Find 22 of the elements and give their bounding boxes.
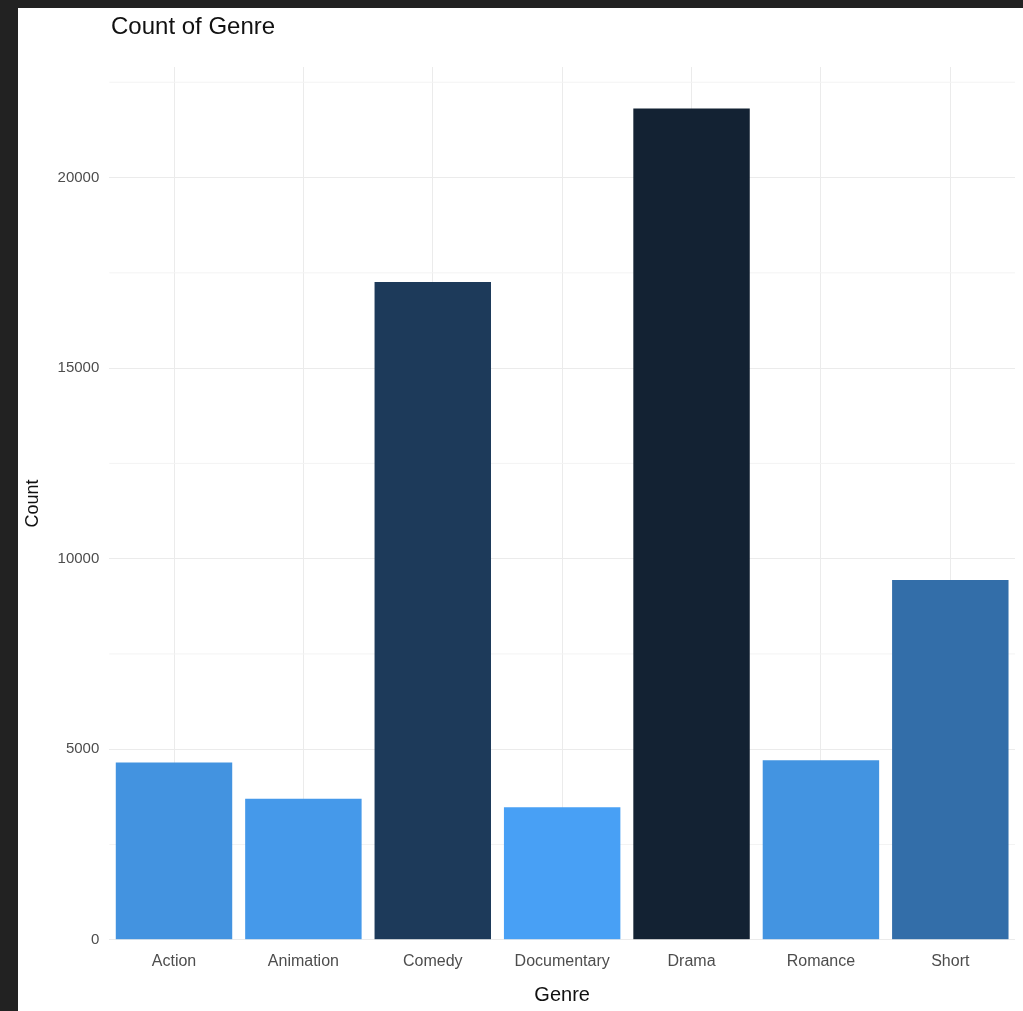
bar [115,762,233,940]
chart-title: Count of Genre [111,12,276,40]
bar [245,798,362,940]
x-tick-label: Romance [786,951,856,969]
x-tick-label: Drama [667,951,716,969]
y-tick-label: 5000 [65,739,100,757]
bar [374,281,491,940]
x-tick-label: Short [931,951,970,969]
bar [633,108,750,940]
y-tick-label: 10000 [57,548,100,566]
bar [762,760,880,940]
x-tick-label: Animation [267,951,339,969]
y-tick-label: 0 [90,929,100,947]
y-tick-label: 20000 [57,167,100,185]
bar [503,807,621,940]
y-tick-label: 15000 [57,358,100,376]
x-tick-label: Documentary [514,951,610,969]
x-tick-label: Comedy [402,951,463,969]
y-axis-title: Count [21,479,42,528]
bar [892,580,1009,940]
x-axis-title: Genre [534,982,590,1005]
x-tick-label: Action [151,951,197,969]
